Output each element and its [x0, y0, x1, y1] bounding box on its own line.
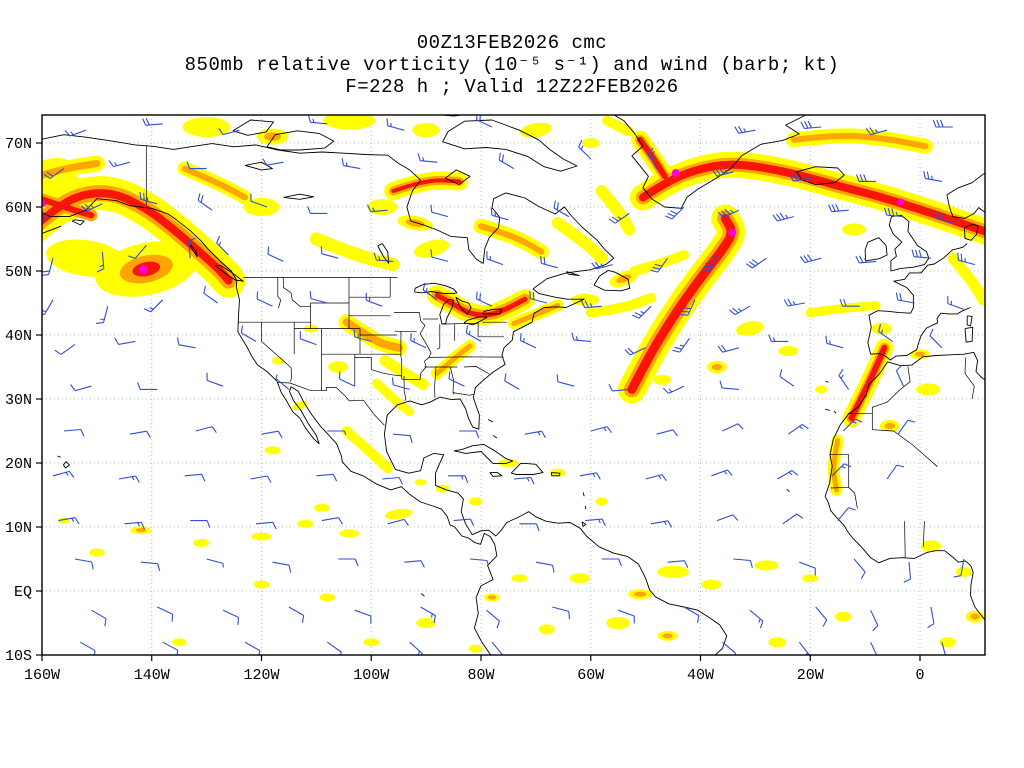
axis-labels: 160W 140W 120W 100W 80W 60W 40W 20W 0 70N 60N 50N 40…	[5, 136, 925, 684]
longitude-tick-label: 100W	[353, 667, 389, 684]
vorticity-maxima	[42, 169, 905, 275]
latitude-tick-label: 20N	[5, 456, 32, 473]
longitude-tick-label: 140W	[134, 667, 170, 684]
latitude-tick-label: 40N	[5, 328, 32, 345]
longitude-tick-label: 160W	[24, 667, 60, 684]
plot-area	[42, 115, 985, 655]
latitude-tick-label: 70N	[5, 136, 32, 153]
chart-title-forecast-valid: F=228 h ; Valid 12Z22FEB2026	[345, 76, 679, 98]
chart-titles: 00Z13FEB2026 cmc 850mb relative vorticit…	[0, 32, 1024, 98]
latitude-tick-label: EQ	[14, 584, 32, 601]
chart-title-field: 850mb relative vorticity (10⁻⁵ s⁻¹) and …	[184, 54, 840, 76]
state-country-borders	[145, 145, 975, 559]
latitude-tick-label: 60N	[5, 200, 32, 217]
longitude-tick-label: 120W	[243, 667, 279, 684]
latitude-tick-label: 30N	[5, 392, 32, 409]
longitude-tick-label: 80W	[467, 667, 494, 684]
latitude-tick-label: 50N	[5, 264, 32, 281]
longitude-tick-label: 60W	[577, 667, 604, 684]
longitude-tick-label: 40W	[687, 667, 714, 684]
chart-title-run: 00Z13FEB2026 cmc	[416, 32, 608, 54]
longitude-tick-label: 20W	[797, 667, 824, 684]
latitude-tick-label: 10N	[5, 520, 32, 537]
wind-barbs	[42, 115, 976, 655]
longitude-tick-label: 0	[915, 667, 924, 684]
latitude-tick-label: 10S	[5, 648, 32, 665]
map-frame	[41, 114, 986, 656]
